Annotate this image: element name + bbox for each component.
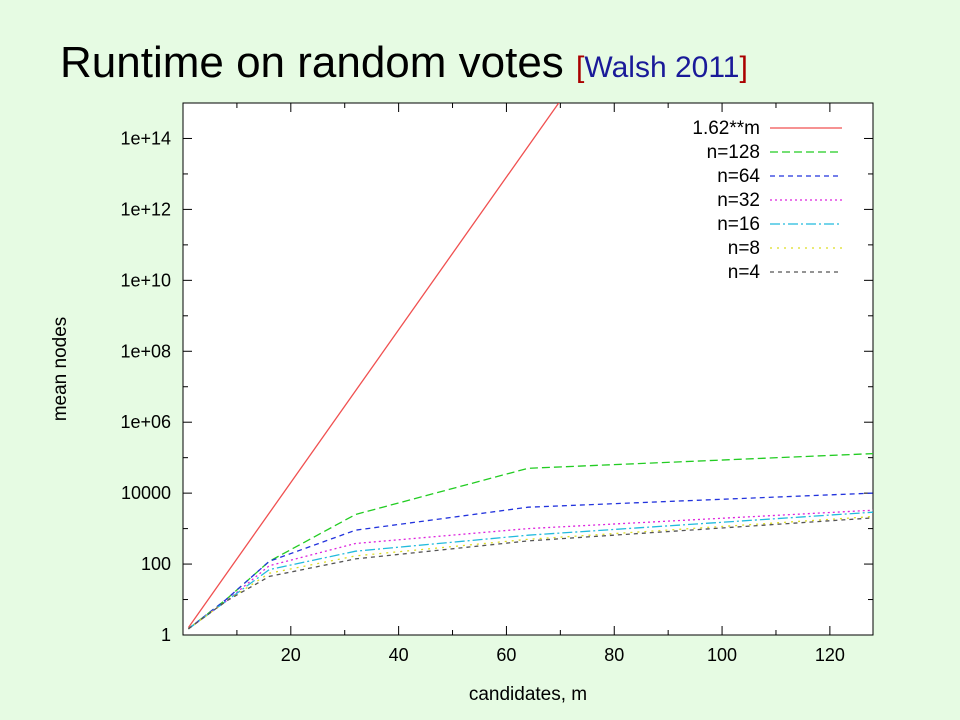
y-tick-label: 1e+08 bbox=[120, 341, 171, 361]
y-tick-label: 1 bbox=[161, 625, 171, 645]
series-line-n-16 bbox=[188, 511, 873, 630]
y-tick-label: 10000 bbox=[121, 483, 171, 503]
y-tick-label: 100 bbox=[141, 554, 171, 574]
citation-text: Walsh 2011 bbox=[584, 51, 740, 84]
legend: 1.62**m n=128 n=64 n=32 n=16 n=8 n=4 bbox=[692, 118, 842, 283]
y-axis-label: mean nodes bbox=[50, 317, 71, 422]
x-axis-label: candidates, m bbox=[469, 684, 587, 705]
y-tick-label: 1e+10 bbox=[120, 270, 171, 290]
legend-label: n=16 bbox=[717, 214, 760, 235]
x-tick-label: 60 bbox=[496, 645, 516, 665]
x-tick-label: 80 bbox=[604, 645, 624, 665]
x-tick-label: 100 bbox=[707, 645, 737, 665]
x-tick-label: 40 bbox=[389, 645, 409, 665]
slide-title: Runtime on random votes [Walsh 2011] bbox=[60, 38, 748, 88]
title-text: Runtime on random votes bbox=[60, 38, 564, 87]
legend-label: n=32 bbox=[717, 190, 760, 211]
legend-label: n=4 bbox=[728, 262, 761, 283]
legend-label: n=8 bbox=[728, 238, 760, 259]
legend-label: n=128 bbox=[707, 142, 760, 163]
x-tick-label: 20 bbox=[281, 645, 301, 665]
legend-label: n=64 bbox=[717, 166, 760, 187]
series-line-n-64 bbox=[188, 492, 873, 630]
plot-area bbox=[182, 102, 874, 636]
series-line-1-62-m bbox=[187, 103, 560, 628]
y-tick-label: 1e+06 bbox=[120, 412, 171, 432]
legend-label: 1.62**m bbox=[692, 118, 760, 139]
y-tick-label: 1e+14 bbox=[120, 128, 171, 148]
series-group bbox=[187, 103, 873, 630]
ticks: 20 40 60 80 100 120 1 100 10000 1e+06 1e+08 1e+10 1e… bbox=[120, 102, 873, 665]
y-tick-label: 1e+12 bbox=[120, 199, 171, 219]
citation: [Walsh 2011] bbox=[576, 51, 748, 84]
x-tick-label: 120 bbox=[815, 645, 845, 665]
